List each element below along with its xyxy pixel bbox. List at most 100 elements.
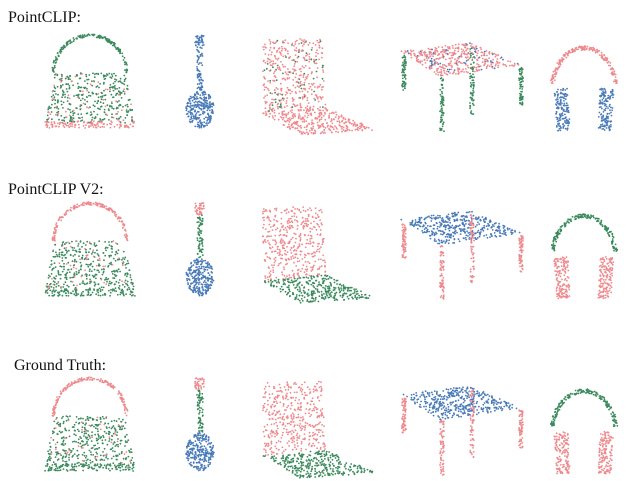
- table-points: [469, 73, 471, 75]
- bag-points: [81, 276, 83, 278]
- laptop-points: [288, 126, 290, 128]
- table-points: [449, 52, 451, 54]
- headphone-points: [566, 109, 568, 111]
- bag-points: [58, 108, 60, 110]
- laptop-points: [287, 243, 289, 245]
- table-points: [451, 52, 453, 54]
- table-points: [489, 51, 491, 53]
- laptop-points: [318, 216, 320, 218]
- laptop-points: [298, 78, 300, 80]
- table-points: [451, 57, 453, 59]
- bag-points: [91, 253, 93, 255]
- bag-points: [112, 45, 114, 47]
- bag-points: [53, 85, 55, 87]
- guitar-points: [199, 272, 201, 274]
- table-points: [450, 62, 452, 64]
- laptop-points: [324, 119, 326, 121]
- laptop-points: [310, 284, 312, 286]
- guitar-points: [199, 214, 201, 216]
- laptop-points: [331, 131, 333, 133]
- guitar-points: [199, 249, 201, 251]
- bag-points: [91, 80, 93, 82]
- bag-points: [102, 37, 104, 39]
- laptop-points: [296, 294, 298, 296]
- bag-points: [98, 294, 100, 296]
- laptop-points: [298, 86, 300, 88]
- laptop-points: [308, 83, 310, 85]
- table-points: [402, 86, 404, 88]
- row-label: PointCLIP V2:: [8, 181, 104, 198]
- bag-points: [108, 110, 110, 112]
- table-points: [455, 44, 457, 46]
- bag-points: [79, 109, 81, 111]
- laptop-points: [317, 67, 319, 69]
- laptop-points: [323, 115, 325, 117]
- laptop-points: [317, 214, 319, 216]
- headphone-points: [592, 47, 594, 49]
- laptop-points: [303, 43, 305, 45]
- laptop-points: [319, 251, 321, 253]
- guitar-points: [201, 261, 203, 263]
- laptop-points: [312, 84, 314, 86]
- guitar-points: [196, 237, 198, 239]
- laptop-points: [351, 287, 353, 289]
- laptop-points: [314, 86, 316, 88]
- bag-points: [77, 83, 79, 85]
- guitar-points: [191, 121, 193, 123]
- laptop-points: [282, 78, 284, 80]
- bag-points: [77, 94, 79, 96]
- bag-points: [57, 94, 59, 96]
- laptop-points: [282, 225, 284, 227]
- bag-points: [64, 247, 66, 249]
- laptop-points: [317, 249, 319, 251]
- laptop-points: [316, 275, 318, 277]
- bag-points: [66, 263, 68, 265]
- laptop-points: [267, 240, 269, 242]
- laptop-points: [289, 277, 291, 279]
- guitar-points: [198, 294, 200, 296]
- laptop-points: [289, 225, 291, 227]
- laptop-points: [311, 49, 313, 51]
- laptop-points: [265, 241, 267, 243]
- laptop-points: [305, 120, 307, 122]
- laptop-points: [269, 39, 271, 41]
- table-points: [480, 47, 482, 49]
- guitar-points: [204, 101, 206, 103]
- headphone-points: [558, 124, 560, 126]
- guitar-points: [195, 36, 197, 38]
- table-points: [429, 52, 431, 54]
- table-points: [469, 102, 471, 104]
- laptop-points: [302, 277, 304, 279]
- table-points: [458, 72, 460, 74]
- headphone-points: [556, 62, 558, 64]
- laptop-points: [346, 293, 348, 295]
- table-points: [469, 107, 471, 109]
- laptop-points: [321, 57, 323, 59]
- laptop-points: [284, 250, 286, 252]
- headphone-points: [604, 129, 606, 131]
- laptop-points: [274, 280, 276, 282]
- bag-points: [51, 273, 53, 275]
- bag-points: [91, 270, 93, 272]
- laptop-points: [300, 302, 302, 304]
- laptop-points: [335, 131, 337, 133]
- laptop-points: [290, 249, 292, 251]
- bag-points: [121, 280, 123, 282]
- laptop-points: [271, 264, 273, 266]
- bag-points: [86, 283, 88, 285]
- table-points: [433, 59, 435, 61]
- guitar-points: [191, 276, 193, 278]
- guitar-points: [187, 283, 189, 285]
- laptop-points: [331, 291, 333, 293]
- laptop-points: [317, 98, 319, 100]
- table-points: [454, 62, 456, 64]
- bag-points: [61, 51, 63, 53]
- headphone-points: [560, 99, 562, 101]
- bag-points: [85, 87, 87, 89]
- table-points: [411, 57, 413, 59]
- bag-points: [118, 48, 120, 50]
- bag-points: [86, 241, 88, 243]
- laptop-points: [324, 287, 326, 289]
- bag-points: [94, 252, 96, 254]
- bag-points: [93, 120, 95, 122]
